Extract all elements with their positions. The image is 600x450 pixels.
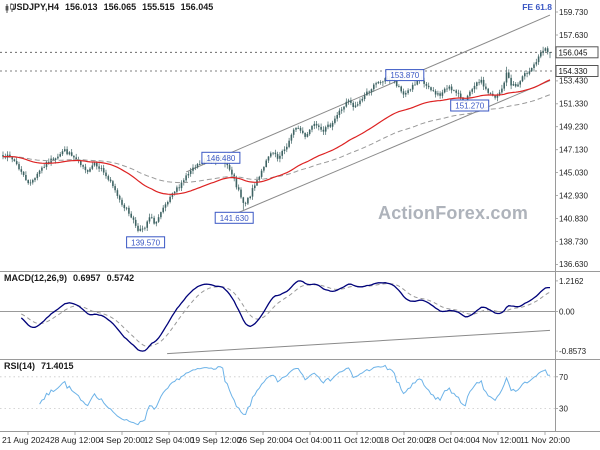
svg-text:151.270: 151.270 [455,102,484,111]
svg-text:136.630: 136.630 [559,260,588,269]
price-axis: 159.730 157.630 153.430 151.330 149.230 147.1… [555,8,599,269]
svg-text:11 Nov 20:00: 11 Nov 20:00 [520,435,570,445]
svg-text:156.045: 156.045 [559,48,588,57]
close-value: 156.045 [180,2,214,12]
svg-text:159.730: 159.730 [559,8,588,17]
svg-text:4 Oct 04:00: 4 Oct 04:00 [288,435,332,445]
price-panel-header: USDJPY,H4 156.013 156.065 155.515 156.04… [4,2,214,13]
rsi-layer: 70 30 [0,364,568,426]
svg-text:140.830: 140.830 [559,214,588,223]
candles-layer [2,46,551,233]
svg-text:153.870: 153.870 [390,71,419,80]
svg-text:0.00: 0.00 [559,308,575,317]
macd-axis: 1.2162 0.00 -0.8573 [555,277,587,356]
svg-text:-0.8573: -0.8573 [559,347,587,356]
svg-text:30: 30 [559,405,568,414]
macd-value: 0.6957 [73,273,101,283]
macd-panel-header: MACD(12,26,9) 0.6957 0.5742 [4,274,134,283]
macd-signal-line [21,283,551,347]
svg-text:139.570: 139.570 [131,238,160,247]
svg-text:12 Sep 04:00: 12 Sep 04:00 [144,435,195,445]
svg-text:141.630: 141.630 [220,214,249,223]
rsi-line [39,364,551,426]
macd-label: MACD(12,26,9) [4,273,68,283]
svg-text:26 Sep 20:00: 26 Sep 20:00 [238,435,289,445]
watermark: ActionForex.com [378,203,529,223]
macd-trendline [167,329,551,355]
svg-text:149.230: 149.230 [559,123,588,132]
low-value: 155.515 [142,2,175,12]
channel-lines [186,14,551,216]
svg-text:157.630: 157.630 [559,31,588,40]
rsi-panel-header: RSI(14) 71.4015 [4,362,74,371]
rsi-label: RSI(14) [4,361,36,371]
svg-text:145.030: 145.030 [559,168,588,177]
macd-line [20,280,550,352]
svg-text:28 Oct 04:00: 28 Oct 04:00 [427,435,476,445]
svg-text:4 Sep 20:00: 4 Sep 20:00 [99,435,145,445]
svg-text:154.330: 154.330 [559,67,588,76]
svg-text:153.430: 153.430 [559,77,588,86]
macd-signal-value: 0.5742 [106,273,135,283]
svg-text:4 Nov 12:00: 4 Nov 12:00 [475,435,521,445]
open-value: 156.013 [65,2,98,12]
svg-text:70: 70 [559,373,568,382]
svg-text:151.330: 151.330 [559,100,588,109]
symbol-timeframe-label: USDJPY,H4 [10,2,60,12]
high-value: 156.065 [103,2,137,12]
svg-text:1.2162: 1.2162 [559,277,584,286]
svg-text:142.930: 142.930 [559,191,588,200]
fibonacci-extension-label: FE 61.8 [522,2,552,12]
level-lines [0,51,555,72]
svg-text:147.130: 147.130 [559,146,588,155]
svg-text:146.480: 146.480 [206,154,235,163]
svg-text:21 Aug 2024: 21 Aug 2024 [2,435,50,445]
svg-text:138.730: 138.730 [559,237,588,246]
svg-text:11 Oct 12:00: 11 Oct 12:00 [333,435,381,445]
svg-text:28 Aug 12:00: 28 Aug 12:00 [50,435,100,445]
ma-fast-line [2,79,551,195]
annotations-layer: 139.570 141.630 146.480 153.870 151.270 [126,69,490,249]
svg-text:18 Oct 20:00: 18 Oct 20:00 [380,435,429,445]
svg-text:19 Sep 12:00: 19 Sep 12:00 [191,435,242,445]
rsi-value: 71.4015 [41,361,74,371]
ma-slow-dashed-line [3,94,551,184]
